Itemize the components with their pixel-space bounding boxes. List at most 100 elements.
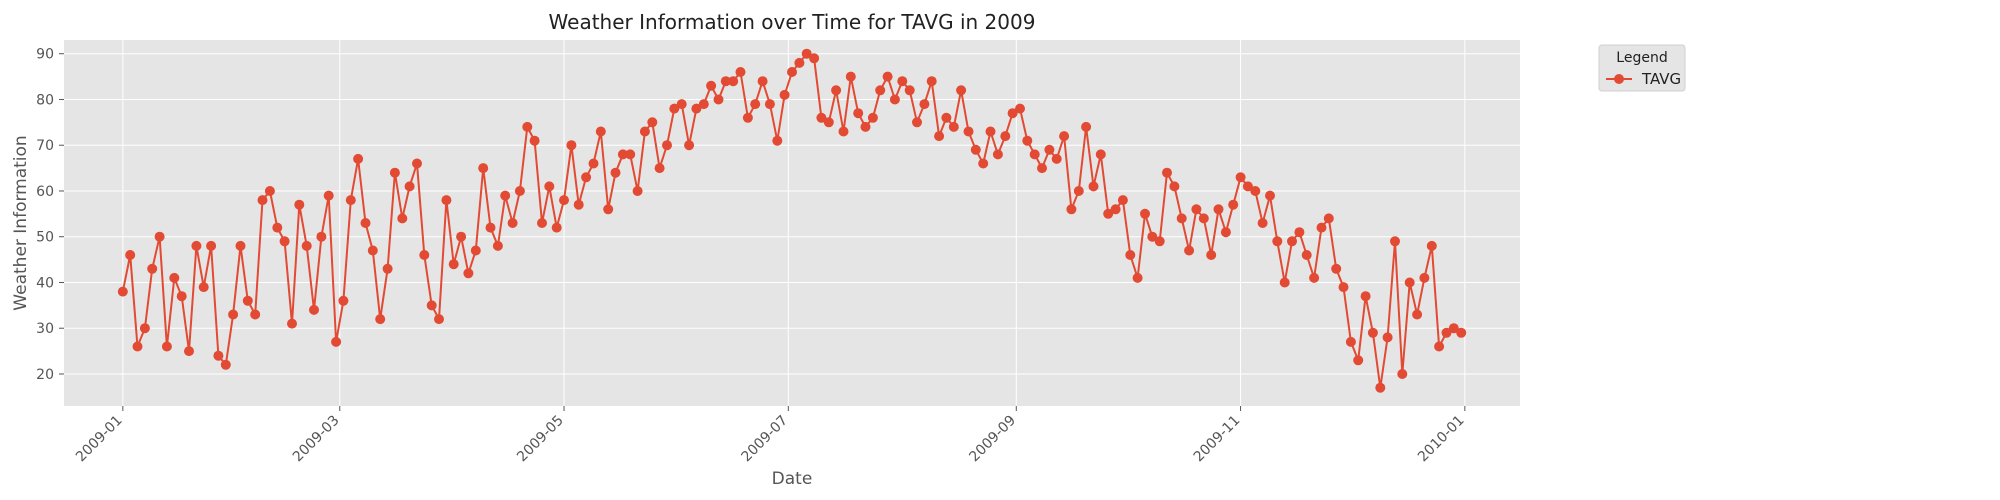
data-point	[912, 117, 922, 128]
data-point	[566, 140, 577, 151]
data-point	[125, 250, 136, 260]
data-point	[845, 71, 856, 82]
data-point	[742, 112, 753, 123]
x-tick-label: 2009-11	[1191, 413, 1244, 466]
data-point	[956, 85, 967, 96]
x-tick-label: 2010-01	[1415, 413, 1468, 466]
data-point	[1051, 153, 1062, 164]
data-point	[294, 199, 305, 210]
x-tick-label: 2009-05	[514, 413, 567, 466]
data-point	[367, 245, 378, 256]
data-point	[1301, 250, 1312, 260]
data-point	[1088, 181, 1099, 192]
data-point	[948, 121, 959, 132]
x-tick-label: 2009-01	[73, 413, 126, 466]
data-point	[1191, 204, 1202, 215]
data-point	[1103, 208, 1114, 219]
data-point	[794, 57, 805, 68]
data-point	[1338, 282, 1349, 293]
data-point	[1117, 195, 1128, 206]
x-axis: 2009-01 2009-03 2009-05 2009-07 2009-09 2009-…	[73, 406, 1468, 465]
data-point	[882, 71, 893, 82]
data-point	[1434, 341, 1445, 352]
data-point	[257, 195, 268, 206]
data-point	[1125, 250, 1136, 260]
data-point	[1367, 327, 1378, 338]
data-point	[860, 121, 871, 132]
data-point	[970, 144, 981, 155]
data-point	[559, 195, 569, 206]
data-point	[823, 117, 834, 128]
data-point	[1220, 227, 1231, 238]
data-point	[338, 295, 349, 306]
data-point	[1265, 190, 1275, 201]
data-point	[220, 359, 231, 370]
data-point	[963, 126, 974, 137]
data-point	[1441, 327, 1452, 338]
legend-title: Legend	[1616, 50, 1667, 66]
y-tick-label: 90	[36, 47, 54, 63]
data-point	[147, 263, 158, 274]
legend-entry-label: TAVG	[1641, 70, 1681, 88]
data-point	[603, 204, 614, 215]
data-point	[639, 126, 650, 137]
data-point	[404, 181, 415, 192]
data-point	[492, 240, 503, 251]
chart-title: Weather Information over Time for TAVG i…	[549, 10, 1036, 34]
data-point	[117, 286, 128, 297]
data-point	[132, 341, 143, 352]
data-point	[514, 186, 525, 196]
data-point	[331, 336, 342, 347]
data-point	[1059, 131, 1070, 142]
data-point	[478, 163, 489, 174]
data-point	[1000, 131, 1011, 142]
data-point	[345, 195, 356, 206]
data-point	[625, 149, 636, 160]
data-point	[787, 67, 797, 77]
data-point	[1448, 323, 1459, 334]
data-point	[934, 131, 945, 142]
data-point	[169, 272, 180, 283]
plot-background	[64, 40, 1520, 406]
data-point	[698, 99, 709, 110]
data-point	[309, 304, 319, 315]
data-point	[985, 126, 996, 137]
series-group	[117, 48, 1467, 393]
data-point	[412, 158, 422, 169]
data-point	[139, 323, 150, 334]
data-point	[610, 167, 621, 178]
data-point	[389, 167, 400, 178]
data-point	[1272, 236, 1283, 247]
data-point	[382, 263, 393, 274]
data-point	[1213, 204, 1224, 215]
data-point	[551, 222, 562, 233]
data-point	[728, 76, 739, 87]
data-point	[809, 53, 820, 64]
data-point	[485, 222, 496, 233]
data-point	[264, 186, 275, 196]
data-point	[279, 236, 290, 247]
data-point	[397, 213, 408, 224]
y-tick-label: 40	[36, 275, 54, 291]
data-point	[1294, 227, 1305, 238]
data-point	[816, 112, 827, 123]
data-point	[867, 112, 878, 123]
data-point	[161, 341, 172, 352]
data-point	[441, 195, 452, 206]
data-point	[735, 67, 746, 77]
data-point	[1022, 135, 1033, 146]
data-point	[992, 149, 1003, 160]
data-point	[1147, 231, 1158, 242]
data-point	[1176, 213, 1187, 224]
data-point	[1154, 236, 1165, 247]
y-tick-label: 30	[36, 321, 54, 337]
data-point	[1242, 181, 1253, 192]
data-point	[1456, 327, 1467, 338]
data-point	[1360, 291, 1371, 302]
data-point	[1132, 272, 1143, 283]
x-tick-label: 2009-09	[966, 413, 1019, 466]
data-point	[676, 99, 687, 110]
data-point	[838, 126, 849, 137]
data-point	[463, 268, 474, 279]
